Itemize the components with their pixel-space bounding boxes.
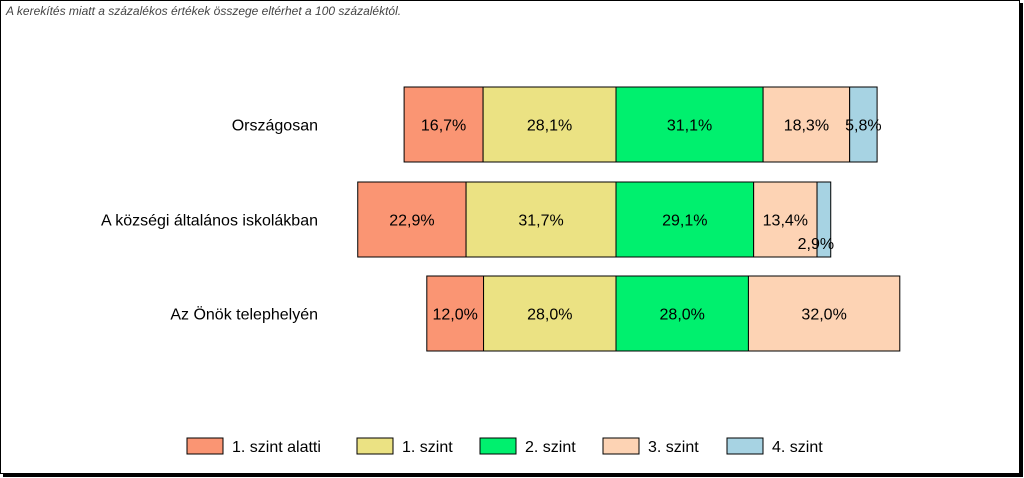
bar-segment <box>816 181 832 258</box>
legend-label: 3. szint <box>648 439 699 456</box>
bar-segment <box>483 275 617 352</box>
bar-segment <box>615 275 749 352</box>
value-label: 31,1% <box>667 118 712 135</box>
legend-swatch <box>186 437 224 455</box>
value-label: 5,8% <box>845 118 881 135</box>
value-label: 18,3% <box>784 118 829 135</box>
value-label: 28,1% <box>527 118 572 135</box>
legend-swatch <box>479 437 517 455</box>
legend-swatch <box>602 437 640 455</box>
value-label: 16,7% <box>421 118 466 135</box>
value-label: 2,9% <box>798 236 834 253</box>
value-label: 12,0% <box>432 307 477 324</box>
bar-segment <box>482 86 617 163</box>
bar-segment <box>753 181 818 258</box>
category-label: Országosan <box>232 118 318 135</box>
value-label: 28,0% <box>660 307 705 324</box>
bar-segment <box>357 181 467 258</box>
legend-swatch <box>726 437 764 455</box>
legend-swatch <box>356 437 394 455</box>
value-label: 13,4% <box>763 213 808 230</box>
legend-label: 4. szint <box>772 439 823 456</box>
value-label: 32,0% <box>801 307 846 324</box>
bar-segment <box>615 181 755 258</box>
category-label: A községi általános iskolákban <box>101 213 318 230</box>
category-label: Az Önök telephelyén <box>170 306 318 324</box>
bar-segment <box>465 181 617 258</box>
rounding-note: A kerekítés miatt a százalékos értékek ö… <box>6 4 402 18</box>
legend-label: 1. szint <box>402 439 453 456</box>
legend-label: 2. szint <box>525 439 576 456</box>
value-label: 22,9% <box>389 213 434 230</box>
bar-segment <box>747 275 901 352</box>
bar-segment <box>426 275 485 352</box>
value-label: 28,0% <box>527 307 572 324</box>
bar-segment <box>849 86 878 163</box>
value-label: 31,7% <box>518 213 563 230</box>
legend-label: 1. szint alatti <box>232 439 321 456</box>
value-label: 29,1% <box>662 213 707 230</box>
